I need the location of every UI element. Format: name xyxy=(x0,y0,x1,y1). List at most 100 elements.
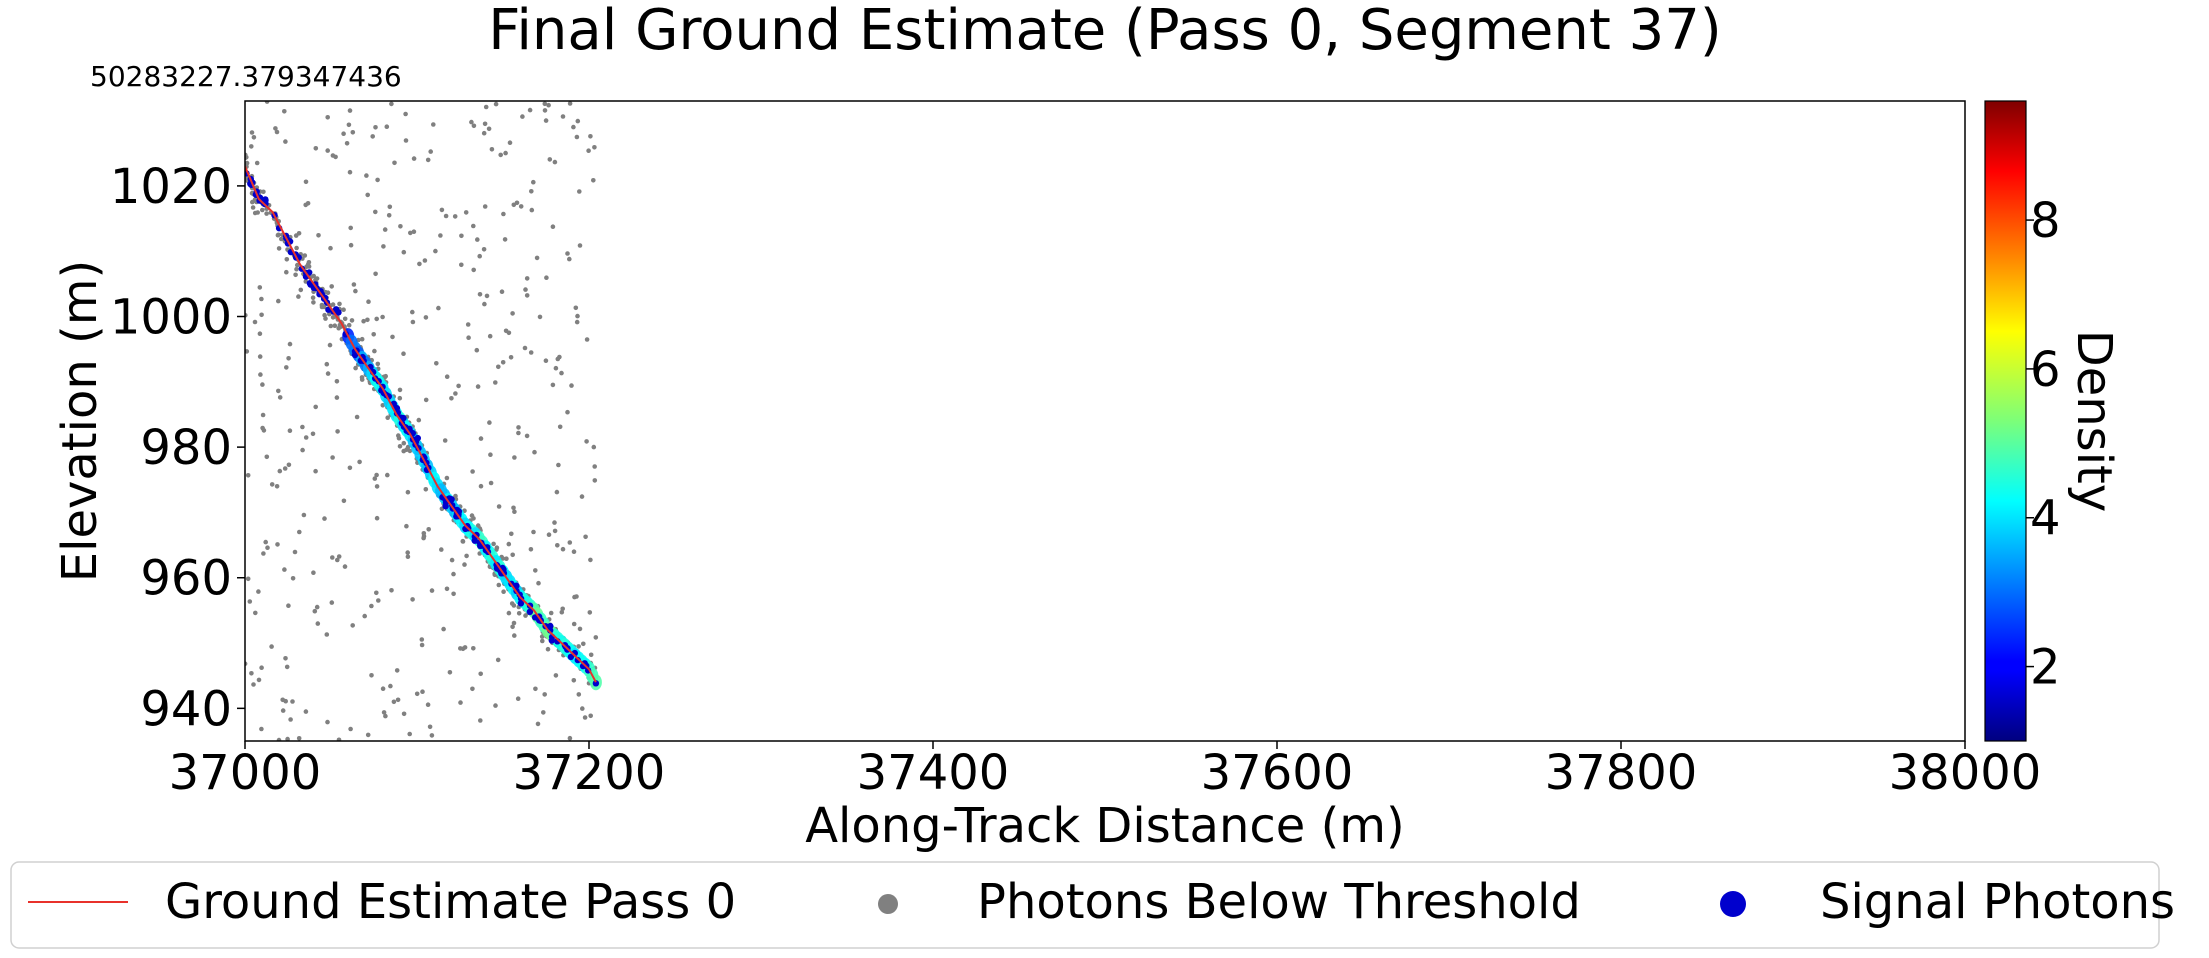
y-axis-label: Elevation (m) xyxy=(52,260,108,582)
noise-photon xyxy=(481,247,487,252)
noise-photon xyxy=(574,134,580,140)
x-tick-label: 37000 xyxy=(169,745,322,801)
noise-photon xyxy=(371,332,377,337)
chart-title: Final Ground Estimate (Pass 0, Segment 3… xyxy=(488,0,1722,63)
noise-photon xyxy=(283,698,289,704)
noise-photon xyxy=(354,414,360,420)
noise-photon xyxy=(474,347,480,353)
noise-photon xyxy=(306,260,312,265)
noise-photon xyxy=(287,341,293,347)
noise-photon xyxy=(403,138,409,143)
noise-photon xyxy=(503,150,508,156)
noise-photon xyxy=(463,210,469,215)
noise-photon xyxy=(498,152,504,158)
noise-photon xyxy=(300,447,305,453)
noise-photon xyxy=(350,130,356,135)
noise-photon xyxy=(336,325,342,331)
noise-photon xyxy=(493,380,498,385)
noise-photon xyxy=(253,610,258,616)
noise-photon xyxy=(276,737,282,741)
noise-photon xyxy=(423,315,429,320)
noise-photon xyxy=(408,230,413,236)
noise-photon xyxy=(383,713,388,719)
legend-box xyxy=(10,861,2160,949)
noise-photon xyxy=(410,319,416,325)
noise-photon xyxy=(276,388,281,394)
noise-photon xyxy=(421,535,426,541)
noise-photon xyxy=(493,703,498,708)
colorbar-tick-label: 8 xyxy=(2030,193,2061,249)
noise-photon xyxy=(592,478,598,483)
noise-photon xyxy=(324,632,330,637)
noise-photon xyxy=(394,668,400,673)
noise-photon xyxy=(384,124,390,129)
noise-photon xyxy=(336,554,342,559)
noise-photon xyxy=(481,130,487,136)
colorbar-tick-label: 6 xyxy=(2030,342,2061,398)
noise-photon xyxy=(470,686,475,692)
signal-photon xyxy=(548,637,555,644)
noise-photon xyxy=(449,557,455,563)
noise-photon xyxy=(301,512,307,518)
noise-photon xyxy=(427,724,433,730)
noise-photon xyxy=(488,480,494,486)
noise-photon xyxy=(298,287,304,293)
noise-photon xyxy=(280,708,286,713)
noise-photon xyxy=(261,551,266,556)
x-tick-label: 37800 xyxy=(1545,745,1698,801)
noise-photon xyxy=(325,371,331,376)
noise-photon xyxy=(436,305,441,311)
noise-photon xyxy=(495,657,501,663)
noise-photon xyxy=(451,571,456,577)
colorbar-label: Density xyxy=(2066,330,2122,512)
noise-photon xyxy=(376,598,381,603)
noise-photon xyxy=(401,440,407,446)
noise-photon xyxy=(347,169,353,175)
noise-photon xyxy=(256,677,262,683)
noise-photon xyxy=(428,149,434,154)
noise-photon xyxy=(322,516,327,521)
legend-noise-marker xyxy=(878,894,898,914)
noise-photon xyxy=(514,200,520,206)
noise-photon xyxy=(389,588,394,593)
noise-photon xyxy=(524,293,530,298)
noise-photon xyxy=(478,671,484,677)
noise-photon xyxy=(293,272,298,278)
noise-photon xyxy=(269,644,274,649)
noise-photon xyxy=(574,594,579,599)
noise-photon xyxy=(337,301,342,307)
noise-photon xyxy=(565,409,570,415)
noise-photon xyxy=(366,299,371,305)
x-tick-label: 37200 xyxy=(513,745,666,801)
noise-photon xyxy=(459,262,464,268)
noise-photon xyxy=(524,433,530,439)
noise-photon xyxy=(588,652,594,658)
noise-photon xyxy=(252,319,258,325)
noise-photon xyxy=(577,243,583,248)
noise-photon xyxy=(560,114,566,119)
noise-photons-layer xyxy=(245,101,599,741)
noise-photon xyxy=(465,322,471,327)
noise-photon xyxy=(336,737,342,741)
noise-photon xyxy=(548,610,554,616)
noise-photon xyxy=(439,207,445,213)
noise-photon xyxy=(529,207,535,213)
noise-photon xyxy=(310,431,316,437)
noise-photon xyxy=(372,476,378,481)
colorbar-tick-label: 2 xyxy=(2030,640,2061,696)
noise-photon xyxy=(395,697,401,703)
noise-photon xyxy=(588,557,593,563)
signal-photon xyxy=(414,434,421,442)
noise-photon xyxy=(249,144,254,149)
noise-photon xyxy=(303,179,309,185)
noise-photon xyxy=(273,126,278,131)
noise-photon xyxy=(571,678,577,683)
noise-photon xyxy=(414,691,420,697)
noise-photon xyxy=(475,237,480,242)
noise-photon xyxy=(284,257,290,262)
noise-photon xyxy=(259,665,264,670)
noise-photon xyxy=(405,489,411,495)
noise-photon xyxy=(421,531,427,536)
noise-photon xyxy=(316,233,321,238)
noise-photon xyxy=(433,248,438,254)
